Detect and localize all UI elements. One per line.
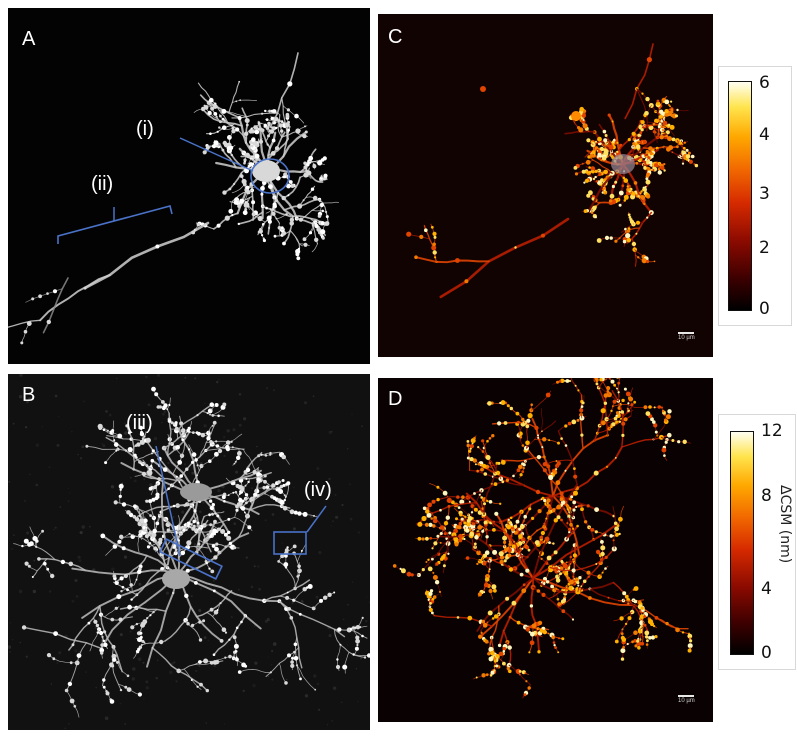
- colorbar-bottom-tick: 0: [761, 643, 772, 663]
- panel-c-label: C: [388, 26, 403, 48]
- panel-d-image: D 10 µm: [378, 378, 713, 722]
- colorbar-top-gradient: [728, 81, 752, 311]
- colorbar-top-tick: 3: [759, 184, 770, 204]
- colorbar-top-tick: 2: [759, 238, 770, 258]
- colorbar-bottom-axis-label: ΔCSM (nm): [777, 485, 793, 564]
- panel-c-scalebar: 10 µm: [678, 332, 695, 341]
- panel-d-label: D: [388, 388, 403, 410]
- colorbar-bottom-gradient: [730, 431, 754, 655]
- panel-c-scalebar-label: 10 µm: [678, 335, 695, 341]
- panel-a-image: A (i) (ii): [8, 8, 370, 364]
- panel-d-scalebar-label: 10 µm: [678, 698, 695, 704]
- annotation-iii-label: (iii): [126, 412, 153, 434]
- panel-d-scalebar: 10 µm: [678, 695, 695, 704]
- colorbar-bottom-tick: 8: [761, 486, 772, 506]
- panel-b-label: B: [22, 384, 36, 406]
- panel-c-csm-heatmap: [406, 43, 699, 299]
- panel-d-csm-heatmap: [392, 378, 693, 699]
- panel-a-microglia-fluorescence: [8, 52, 339, 345]
- panel-b-image: B (iii) (iv): [8, 374, 370, 730]
- colorbar-top-tick: 6: [759, 73, 770, 93]
- colorbar-top-tick: 4: [759, 125, 770, 145]
- annotation-iv-label: (iv): [304, 479, 332, 501]
- colorbar-bottom-tick: 4: [761, 579, 772, 599]
- annotation-ii-label: (ii): [91, 173, 114, 195]
- colorbar-top-tick: 0: [759, 299, 770, 319]
- colorbar-bottom-tick: 12: [761, 421, 783, 441]
- colorbar-bottom: 12 8 4 0 ΔCSM (nm): [718, 414, 796, 670]
- panel-b-microglia-fluorescence: [8, 374, 370, 729]
- colorbar-top: 6 4 3 2 0: [718, 66, 792, 326]
- annotation-i-label: (i): [136, 118, 154, 140]
- panel-a-label: A: [22, 28, 36, 50]
- panel-c-image: C 10 µm: [378, 14, 713, 357]
